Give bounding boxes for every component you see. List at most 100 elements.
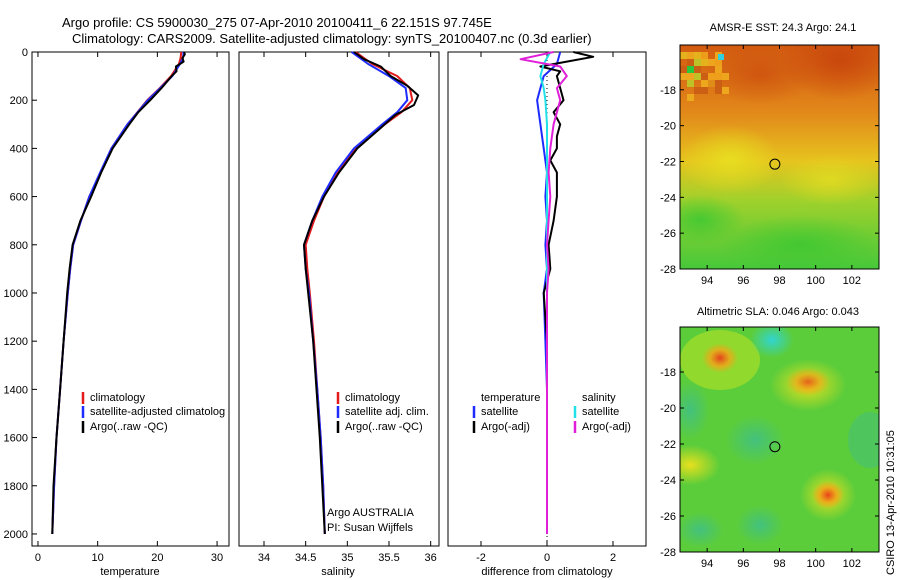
sst-pixel [687, 66, 694, 73]
legend-satellite-label: satellite-adjusted climatolog [90, 406, 225, 418]
sst-pixel [687, 59, 694, 66]
sst-pixel [701, 87, 708, 94]
sst-pixel [715, 66, 722, 73]
map-x-tick-label: 102 [843, 558, 861, 570]
legend-diff-temp-satellite-label: satellite [481, 406, 518, 418]
map-y-tick-label: -24 [660, 192, 676, 204]
sst-pixel [687, 52, 694, 59]
sst-pixel [715, 73, 722, 80]
legend-diff-temp-argo-label: Argo(-adj) [481, 421, 530, 433]
sla-argo-location-marker [769, 441, 781, 453]
y-tick-label: 2000 [4, 529, 28, 541]
map-y-tick-label: -18 [660, 367, 676, 379]
map-x-tick-label: 100 [807, 558, 825, 570]
map-y-tick-label: -28 [660, 264, 676, 276]
sst-heatmap [680, 45, 879, 269]
sla-map-panel: Altimetric SLA: 0.046 Argo: 0.043 94 96 98… [660, 306, 880, 570]
sst-map-title: AMSR-E SST: 24.3 Argo: 24.1 [710, 22, 857, 34]
sla-heatmap [680, 327, 879, 552]
y-tick-label: 1400 [4, 384, 28, 396]
sst-pixel [687, 94, 694, 101]
temperature-xlabel: temperature [100, 566, 159, 578]
x-tick-label: 2 [610, 552, 616, 564]
sst-map-panel: AMSR-E SST: 24.3 Argo: 24.1 94 96 98 100 102… [660, 22, 880, 287]
y-tick-label: 1600 [4, 433, 28, 445]
x-tick-label: -2 [476, 552, 486, 564]
map-y-tick-label: -24 [660, 475, 676, 487]
legend-diff-sal-satellite-label: satellite [582, 406, 619, 418]
x-tick-label: 0 [544, 552, 550, 564]
map-x-tick-label: 98 [773, 275, 785, 287]
sst-pixel [708, 73, 715, 80]
y-tick-label: 1800 [4, 481, 28, 493]
map-x-tick-label: 94 [701, 558, 713, 570]
y-tick-label: 800 [10, 240, 28, 252]
sst-pixel [701, 73, 708, 80]
x-tick-label: 35 [341, 552, 353, 564]
map-x-tick-label: 94 [701, 275, 713, 287]
temperature-panel: 0 200 400 600 800 1000 1200 1400 1600 1800 2000 0 1… [4, 47, 230, 578]
figure-title-line2: Climatology: CARS2009. Satellite-adjuste… [72, 31, 592, 46]
legend-temperature-header: temperature [481, 392, 540, 404]
x-tick-label: 35.5 [378, 552, 399, 564]
sst-pixel [701, 52, 708, 59]
sst-pixel [680, 52, 687, 59]
salinity-legend: climatology satellite adj. clim. Argo(..… [336, 392, 429, 433]
legend-climatology-label: climatology [90, 392, 146, 404]
map-y-tick-label: -28 [660, 547, 676, 559]
map-y-tick-label: -22 [660, 439, 676, 451]
y-tick-label: 1200 [4, 336, 28, 348]
x-tick-label: 34 [258, 552, 270, 564]
y-tick-label: 0 [22, 47, 28, 59]
salinity-xlabel: salinity [321, 566, 355, 578]
y-tick-label: 400 [10, 143, 28, 155]
sst-pixel [694, 52, 701, 59]
sst-pixel [680, 73, 687, 80]
sst-pixel [715, 80, 722, 87]
sst-pixel [715, 59, 722, 66]
legend-diff-sal-argo-label: Argo(-adj) [582, 421, 631, 433]
legend-argo-label: Argo(..raw -QC) [90, 421, 168, 433]
legend-sal-argo-label: Argo(..raw -QC) [345, 421, 423, 433]
legend-salinity-header: salinity [582, 392, 616, 404]
y-tick-label: 200 [10, 95, 28, 107]
y-tick-label: 1000 [4, 288, 28, 300]
sst-pixel [694, 87, 701, 94]
sst-argo-location-marker [769, 158, 781, 170]
argo-org-label: Argo AUSTRALIA [327, 507, 414, 519]
map-y-tick-label: -26 [660, 511, 676, 523]
x-tick-label: 10 [92, 552, 104, 564]
sst-pixel [694, 59, 701, 66]
difference-panel: -2 0 2 difference from climatology tempera… [447, 51, 647, 578]
map-y-tick-label: -20 [660, 121, 676, 133]
map-x-tick-label: 96 [737, 558, 749, 570]
credit-label: CSIRO 13-Apr-2010 10:31:05 [885, 430, 897, 575]
sst-pixel [701, 80, 708, 87]
sst-pixel [687, 73, 694, 80]
map-x-tick-label: 102 [843, 275, 861, 287]
sst-pixel [701, 59, 708, 66]
sst-pixel [722, 73, 729, 80]
series-line-salinity-argo-adj- [519, 51, 568, 534]
legend-sal-satellite-label: satellite adj. clim. [345, 406, 429, 418]
x-tick-label: 36 [425, 552, 437, 564]
x-tick-label: 34.5 [295, 552, 316, 564]
x-tick-label: 20 [151, 552, 163, 564]
difference-xlabel: difference from climatology [481, 566, 613, 578]
sst-pixel [694, 66, 701, 73]
legend-sal-climatology-label: climatology [345, 392, 401, 404]
sst-pixel [694, 73, 701, 80]
map-y-tick-label: -26 [660, 228, 676, 240]
x-tick-label: 30 [211, 552, 223, 564]
map-y-tick-label: -18 [660, 85, 676, 97]
sst-pixel [687, 80, 694, 87]
map-x-tick-label: 98 [773, 558, 785, 570]
map-y-tick-label: -22 [660, 156, 676, 168]
sst-pixel [718, 54, 724, 60]
series-line-argo-raw-qc- [303, 51, 420, 535]
figure-title-line1: Argo profile: CS 5900030_275 07-Apr-2010… [62, 15, 492, 30]
sst-pixel [680, 66, 687, 73]
map-x-tick-label: 96 [737, 275, 749, 287]
series-line-argo-raw-qc- [51, 51, 186, 535]
